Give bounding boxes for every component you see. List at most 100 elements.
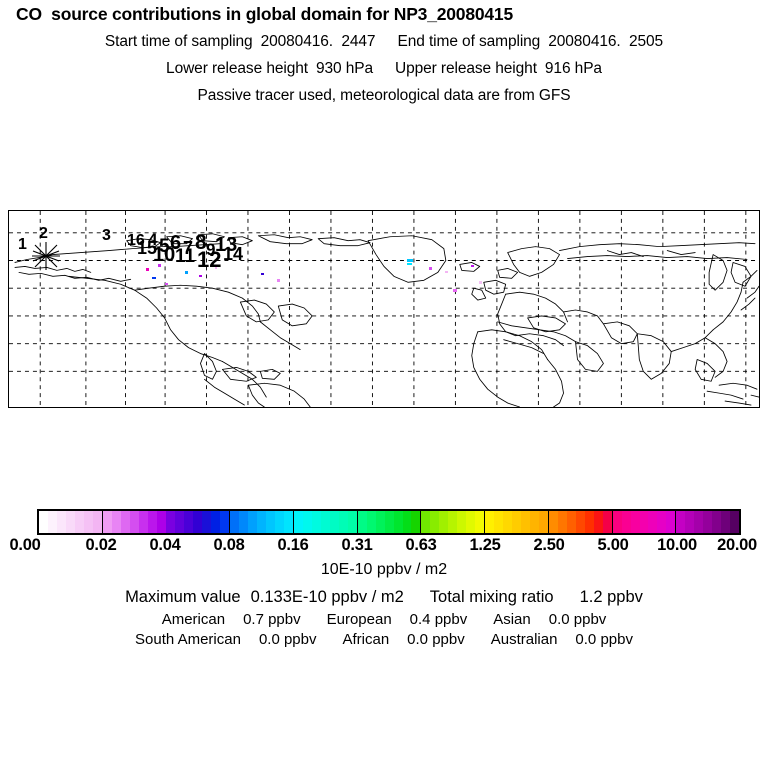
colorbar-step (39, 511, 48, 533)
region-name-european: European (326, 611, 392, 628)
colorbar-step (239, 511, 249, 533)
lower-release-height-value: 930 hPa (315, 60, 373, 77)
plume-pixel (146, 268, 149, 271)
colorbar-segment (676, 511, 740, 533)
plume-pixel (453, 289, 457, 292)
tracer-note: Passive tracer used, meteorological data… (197, 87, 571, 104)
region-name-australian: Australian (490, 631, 558, 648)
lower-release-height-label: Lower release height (166, 60, 308, 77)
colorbar-step (730, 511, 740, 533)
plume-pixel (261, 273, 264, 275)
trajectory-cluster-label: 4 (148, 230, 158, 249)
plume-pixel (429, 267, 432, 270)
sampling-time-line: Start time of sampling 20080416. 2447 End … (0, 33, 768, 51)
trajectory-label-3: 3 (102, 227, 111, 244)
concentration-field (9, 211, 759, 407)
colorbar-step (56, 511, 66, 533)
colorbar-step (211, 511, 221, 533)
plume-pixel (445, 271, 448, 273)
colorbar-step (147, 511, 157, 533)
colorbar-step (421, 511, 431, 533)
colorbar-step (584, 511, 594, 533)
colorbar-step (657, 511, 667, 533)
trajectory-cluster-label: 7 (183, 238, 194, 258)
colorbar-step (457, 511, 467, 533)
colorbar-step (284, 511, 293, 533)
upper-release-height-label: Upper release height (395, 60, 537, 77)
total-mixing-ratio-value: 1.2 ppbv (579, 588, 643, 606)
region-value-south-american: 0.0 ppbv (258, 631, 317, 648)
colorbar-step (347, 511, 357, 533)
colorbar (37, 509, 741, 535)
colorbar-tick-labels: 0.00 0.02 0.04 0.08 0.16 0.31 0.63 1.25 2.50 5.00… (0, 536, 768, 556)
colorbar-step (466, 511, 476, 533)
colorbar-step (566, 511, 576, 533)
region-name-asian: Asian (493, 611, 531, 628)
colorbar-step (721, 511, 731, 533)
colorbar-step (384, 511, 394, 533)
coastline-outlines (9, 211, 759, 407)
colorbar-tick: 0.16 (277, 536, 309, 554)
colorbar-step (448, 511, 458, 533)
maximum-value-label: Maximum value (125, 588, 241, 606)
colorbar-segment (485, 511, 549, 533)
colorbar-step (712, 511, 722, 533)
colorbar-segment (612, 511, 677, 533)
trajectory-cluster-label: 15 (137, 238, 158, 258)
colorbar-tick: 2.50 (533, 536, 565, 554)
upper-release-height-value: 916 hPa (544, 60, 602, 77)
colorbar-step (248, 511, 258, 533)
colorbar-tick: 10.00 (657, 536, 697, 554)
colorbar-step (129, 511, 139, 533)
colorbar-step (548, 511, 558, 533)
plume-pixel (185, 271, 188, 274)
trajectory-cluster-label: 6 (170, 232, 182, 254)
release-point-star (32, 242, 60, 270)
colorbar-segment (548, 511, 613, 533)
colorbar-step (257, 511, 267, 533)
colorbar-segment (293, 511, 358, 533)
colorbar-segment (421, 511, 486, 533)
maximum-value: 0.133E-10 ppbv / m2 (250, 588, 404, 606)
colorbar-step (612, 511, 622, 533)
colorbar-step (503, 511, 513, 533)
colorbar-step (685, 511, 695, 533)
colorbar-step (202, 511, 212, 533)
plume-pixel (277, 279, 280, 282)
colorbar-tick: 0.31 (341, 536, 373, 554)
colorbar-step (694, 511, 704, 533)
trajectory-cluster-label: 13 (215, 234, 238, 256)
plume-pixel (407, 263, 412, 265)
colorbar-step (485, 511, 495, 533)
colorbar-tick: 0.63 (405, 536, 437, 554)
colorbar-step (439, 511, 449, 533)
colorbar-segment (230, 511, 294, 533)
statistics-block: Maximum value 0.133E-10 ppbv / m2 Total mi… (0, 588, 768, 651)
region-name-american: American (161, 611, 226, 628)
colorbar-step (166, 511, 176, 533)
page-title: CO source contributions in global domain… (16, 4, 513, 24)
colorbar-tick: 0.00 (9, 536, 41, 554)
plume-pixel (479, 281, 482, 284)
colorbar-step (538, 511, 548, 533)
trajectory-cluster-label: 5 (159, 236, 170, 257)
region-value-european: 0.4 ppbv (409, 611, 468, 628)
colorbar-step (329, 511, 339, 533)
stats-row-1: American 0.7 ppbv European 0.4 ppbv Asian 0.0… (0, 611, 768, 631)
colorbar-step (375, 511, 385, 533)
colorbar-step (156, 511, 166, 533)
region-value-asian: 0.0 ppbv (548, 611, 607, 628)
colorbar-step (393, 511, 403, 533)
trajectory-cluster-label: 9 (206, 240, 216, 259)
graticule-grid (9, 211, 759, 407)
colorbar-step (175, 511, 185, 533)
colorbar-step (648, 511, 658, 533)
colorbar-step (275, 511, 285, 533)
colorbar-tick: 0.04 (149, 536, 181, 554)
colorbar-step (366, 511, 376, 533)
colorbar-tick: 1.25 (469, 536, 501, 554)
colorbar-step (47, 511, 57, 533)
colorbar-step (676, 511, 686, 533)
colorbar-tick: 0.02 (85, 536, 117, 554)
